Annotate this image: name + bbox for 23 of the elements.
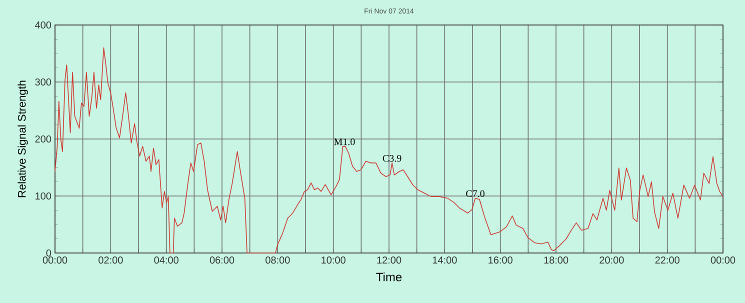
annotation: C3.9 bbox=[382, 154, 402, 162]
x-tick-label: 12:00 bbox=[377, 256, 402, 264]
x-tick-label: 04:00 bbox=[154, 256, 178, 264]
y-tick-label: 0 bbox=[46, 249, 52, 257]
x-tick-label: 20:00 bbox=[600, 256, 624, 264]
annotation: M1.0 bbox=[334, 138, 355, 146]
x-tick-label: 18:00 bbox=[544, 256, 568, 264]
x-tick-label: 10:00 bbox=[322, 256, 346, 264]
y-axis-title: Relative Signal Strength bbox=[18, 80, 28, 198]
x-tick-label: 08:00 bbox=[266, 256, 290, 264]
x-tick-label: 16:00 bbox=[488, 256, 512, 264]
x-tick-label: 22:00 bbox=[655, 256, 680, 264]
x-tick-label: 00:00 bbox=[710, 256, 736, 264]
y-tick-label: 300 bbox=[35, 78, 52, 86]
x-tick-label: 02:00 bbox=[98, 256, 123, 264]
annotation: C7.0 bbox=[466, 190, 484, 198]
x-tick-label: 06:00 bbox=[210, 256, 234, 264]
y-tick-label: 400 bbox=[35, 21, 52, 29]
x-axis-title: Time bbox=[376, 272, 402, 282]
y-tick-label: 100 bbox=[36, 192, 52, 200]
x-tick-label: 14:00 bbox=[432, 256, 457, 264]
y-tick-label: 200 bbox=[35, 135, 52, 143]
x-tick-label: 00:00 bbox=[42, 256, 68, 264]
